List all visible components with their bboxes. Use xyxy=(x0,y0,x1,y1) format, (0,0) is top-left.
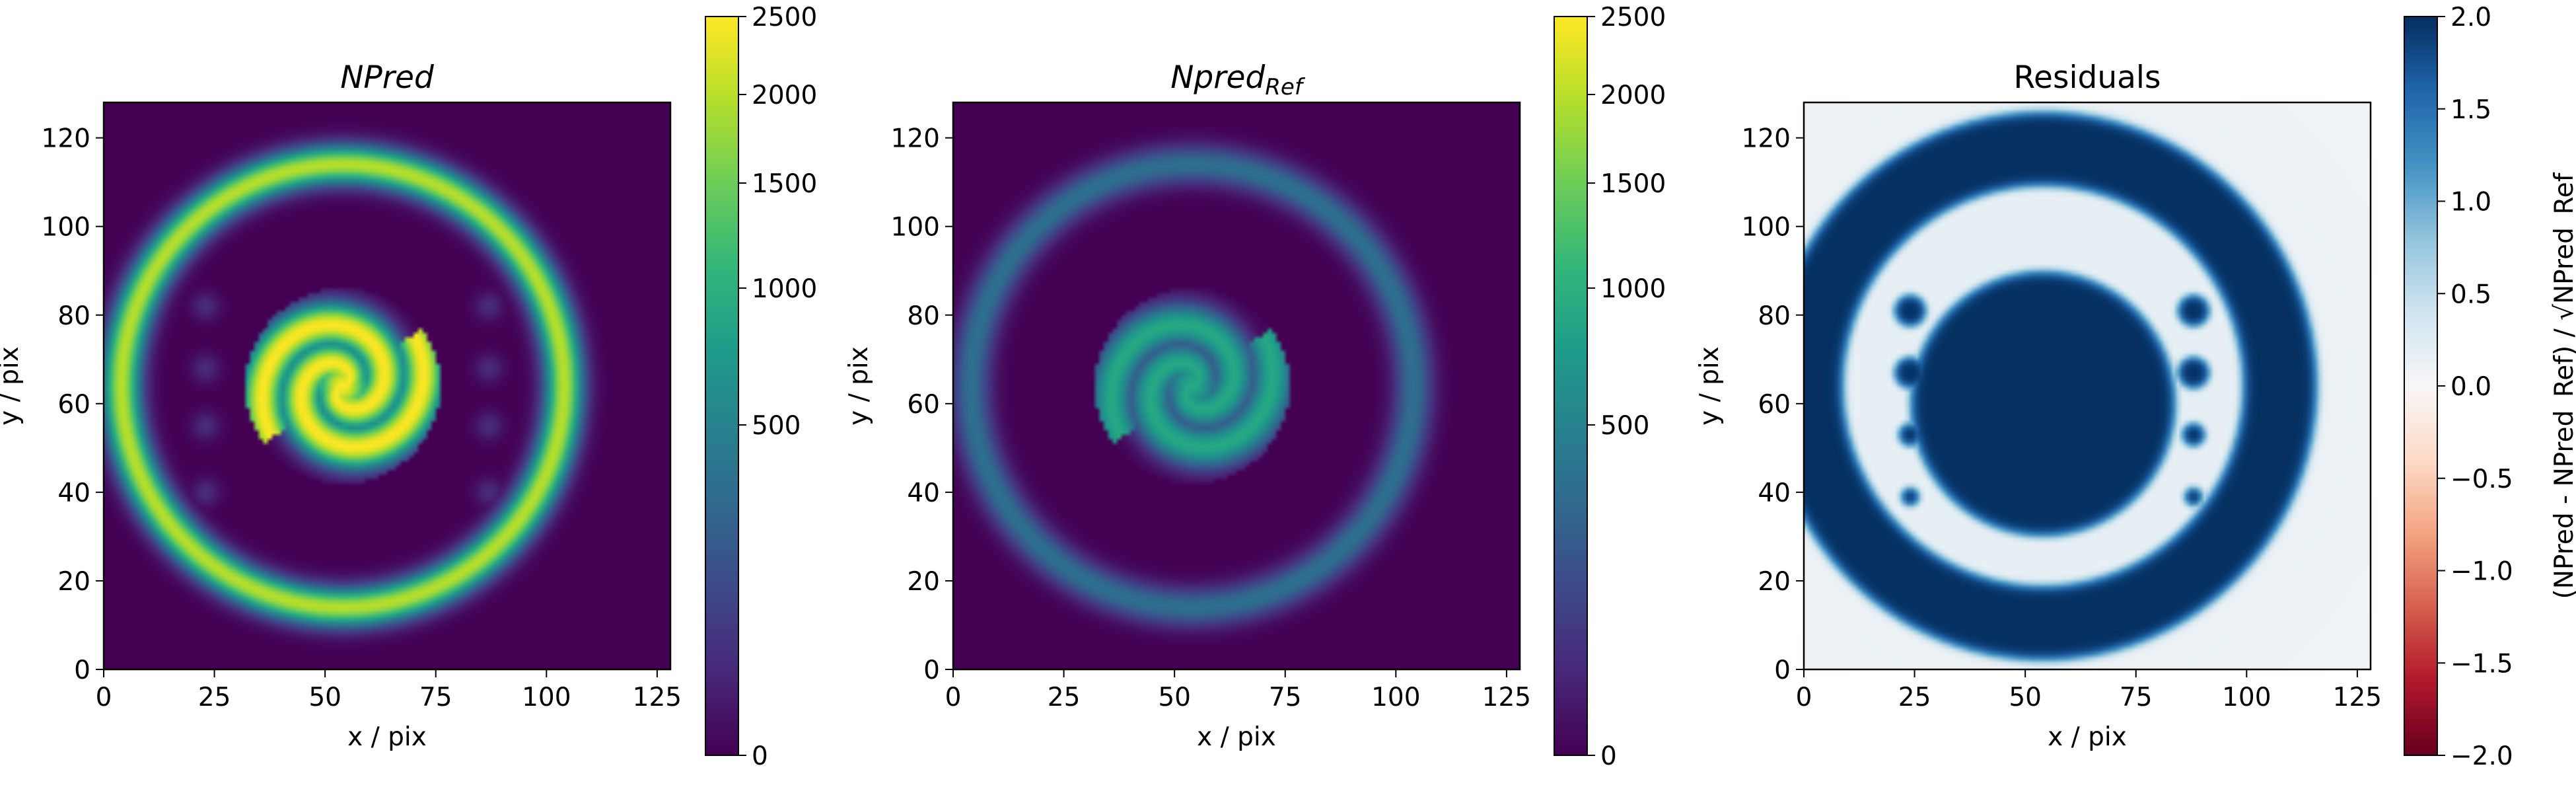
colorbar-tick-label: 2500 xyxy=(752,3,817,32)
x-axis-label: x / pix xyxy=(2048,722,2127,752)
colorbar-frame xyxy=(705,16,739,756)
y-tick-label: 80 xyxy=(57,301,90,331)
x-tick-label: 50 xyxy=(308,683,341,712)
colorbar: 2.0 1.5 1.0 0.5 0.0 −0.5 −1.0 −1.5 −2.0 (NPred - … xyxy=(2404,3,2576,771)
x-tick-label: 0 xyxy=(1796,683,1812,712)
plot-title-text: Residuals xyxy=(2014,59,2161,96)
panel-3: Residuals 0 25 50 75 100 125 0 20 40 60 80 100 120 x /… xyxy=(1695,3,2576,771)
y-tick-label: 0 xyxy=(74,656,90,685)
x-tick-label: 25 xyxy=(1898,683,1931,712)
colorbar-tick-label: −1.5 xyxy=(2451,649,2513,679)
x-tick-label: 125 xyxy=(1482,683,1531,712)
colorbar-tick-label: 1.5 xyxy=(2451,95,2491,125)
y-tick-label: 20 xyxy=(907,567,940,597)
y-tick-label: 60 xyxy=(57,390,90,420)
y-tick-label: 40 xyxy=(1758,478,1791,508)
colorbar-frame xyxy=(1554,16,1588,756)
panel-1: NPred 0 25 50 75 100 125 0 20 40 60 80 100 120 x / pix… xyxy=(0,3,817,771)
heatmap-image xyxy=(1804,102,2371,669)
colorbar-gradient xyxy=(2404,17,2437,755)
x-tick-label: 50 xyxy=(2009,683,2042,712)
y-tick-label: 40 xyxy=(907,478,940,508)
colorbar-tick-label: 500 xyxy=(1600,411,1649,441)
x-axis-label: x / pix xyxy=(347,722,427,752)
plot-title-text: NPred xyxy=(340,59,435,96)
colorbar-tick-label: 1500 xyxy=(1600,169,1666,199)
x-tick-label: 25 xyxy=(198,683,231,712)
y-tick-label: 40 xyxy=(57,478,90,508)
plot-frame xyxy=(1803,101,2372,671)
plot-title-text: Npred xyxy=(1170,59,1266,96)
x-tick-label: 100 xyxy=(522,683,571,712)
x-tick-label: 75 xyxy=(2120,683,2153,712)
colorbar-tick-label: −1.0 xyxy=(2451,557,2513,587)
colorbar-tick-label: 2500 xyxy=(1600,3,1666,32)
colorbar: 0 500 1000 1500 2000 2500 xyxy=(705,3,817,771)
plot-frame xyxy=(952,101,1521,671)
colorbar-tick-label: 1.0 xyxy=(2451,188,2491,217)
plot-frame xyxy=(102,101,672,671)
colorbar-gradient xyxy=(1554,17,1587,755)
y-tick-label: 0 xyxy=(923,656,940,685)
x-tick-label: 50 xyxy=(1158,683,1191,712)
colorbar-tick-label: 2.0 xyxy=(2451,3,2491,32)
colorbar-gradient xyxy=(705,17,738,755)
y-tick-label: 100 xyxy=(891,213,940,243)
y-tick-label: 80 xyxy=(907,301,940,331)
plot-title: NpredRef xyxy=(1170,59,1306,100)
colorbar-tick-label: 1000 xyxy=(752,274,817,304)
x-tick-label: 0 xyxy=(945,683,962,712)
y-tick-label: 20 xyxy=(1758,567,1791,597)
colorbar-tick-label: 0 xyxy=(752,741,768,771)
colorbar-label-text: (NPred - NPred_Ref) / √NPred_Ref xyxy=(2550,172,2576,599)
x-tick-label: 0 xyxy=(96,683,112,712)
colorbar-tick-label: 500 xyxy=(752,411,801,441)
y-tick-label: 100 xyxy=(1742,213,1791,243)
y-tick-label: 120 xyxy=(891,124,940,154)
heatmap-image xyxy=(104,102,670,669)
colorbar-tick-label: 0.5 xyxy=(2451,280,2491,309)
colorbar-tick-label: 2000 xyxy=(1600,81,1666,110)
x-tick-label: 75 xyxy=(419,683,452,712)
y-tick-label: 60 xyxy=(907,390,940,420)
y-tick-label: 0 xyxy=(1774,656,1791,685)
y-tick-label: 120 xyxy=(42,124,90,154)
x-tick-label: 125 xyxy=(2333,683,2382,712)
x-tick-label: 25 xyxy=(1048,683,1081,712)
colorbar: 0 500 1000 1500 2000 2500 xyxy=(1554,3,1666,771)
colorbar-tick-label: −0.5 xyxy=(2451,465,2513,494)
colorbar-tick-label: 0.0 xyxy=(2451,372,2491,402)
y-tick-label: 20 xyxy=(57,567,90,597)
plot-title: NPred xyxy=(340,59,435,96)
x-tick-label: 100 xyxy=(2222,683,2271,712)
x-tick-label: 75 xyxy=(1269,683,1302,712)
y-tick-label: 100 xyxy=(42,213,90,243)
y-tick-label: 120 xyxy=(1742,124,1791,154)
colorbar-tick-label: 2000 xyxy=(752,81,817,110)
y-axis-label: y / pix xyxy=(1695,346,1725,426)
y-tick-label: 80 xyxy=(1758,301,1791,331)
colorbar-label: (NPred - NPred_Ref) / √NPred_Ref xyxy=(2550,172,2576,599)
x-tick-label: 125 xyxy=(633,683,682,712)
y-tick-label: 60 xyxy=(1758,390,1791,420)
heatmap-image xyxy=(953,102,1520,669)
x-axis-label: x / pix xyxy=(1197,722,1276,752)
colorbar-tick-label: 1500 xyxy=(752,169,817,199)
colorbar-tick-label: −2.0 xyxy=(2451,741,2513,771)
y-axis-label: y / pix xyxy=(844,346,874,426)
panel-2: NpredRef 0 25 50 75 100 125 0 20 40 60 80 100 120 x / … xyxy=(844,3,1666,771)
plot-title-subscript: Ref xyxy=(1265,74,1306,100)
plot-title: Residuals xyxy=(2014,59,2161,96)
y-axis-label: y / pix xyxy=(0,346,24,426)
colorbar-tick-label: 0 xyxy=(1600,741,1617,771)
x-tick-label: 100 xyxy=(1371,683,1420,712)
colorbar-tick-label: 1000 xyxy=(1600,274,1666,304)
